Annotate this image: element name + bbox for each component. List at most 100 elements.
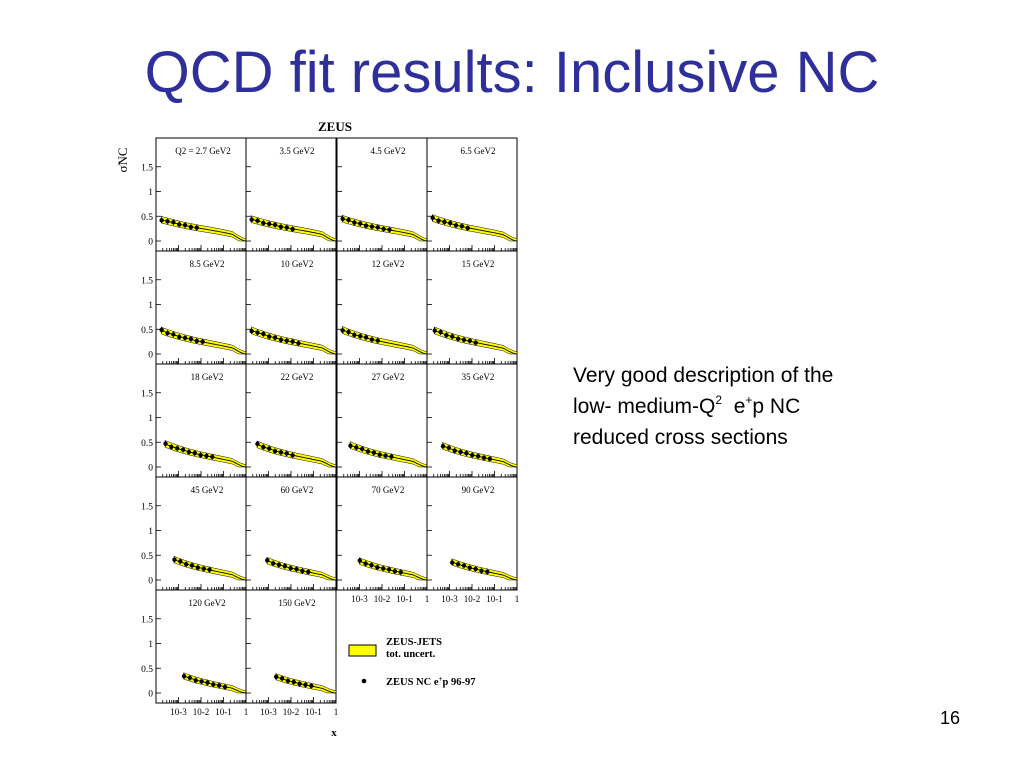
data-point xyxy=(255,330,260,335)
y-tick-label: 1 xyxy=(148,414,153,424)
note-line-2: low- medium-Q2 e+p NC xyxy=(573,393,801,418)
uncertainty-band xyxy=(164,440,247,468)
x-tick-label: 10-1 xyxy=(215,707,232,717)
side-note: Very good description of the low- medium… xyxy=(573,360,913,453)
data-point xyxy=(249,328,254,334)
data-point xyxy=(175,446,180,451)
data-point xyxy=(284,225,289,230)
data-point xyxy=(285,678,291,683)
data-point xyxy=(278,224,284,229)
data-point xyxy=(340,328,345,333)
data-point xyxy=(369,562,374,568)
y-tick-label: 0 xyxy=(148,238,153,248)
y-tick-label: 0.5 xyxy=(141,326,153,336)
data-point xyxy=(467,338,473,344)
data-point xyxy=(363,335,369,340)
uncertainty-band xyxy=(431,214,518,242)
y-tick-label: 1.5 xyxy=(141,276,153,286)
data-point xyxy=(200,339,205,344)
panel-label: Q2 = 2.7 GeV2 xyxy=(175,146,231,156)
data-point xyxy=(290,453,295,458)
data-point xyxy=(375,565,380,570)
data-point xyxy=(458,449,463,455)
panel-q2-90: 90 GeV2 xyxy=(426,476,518,591)
y-tick-label: 0 xyxy=(148,690,153,700)
panel-label: 45 GeV2 xyxy=(191,485,224,495)
panel-q2-2.7: 0 0.5 1 1.5 Q2 = 2.7 GeV2 xyxy=(141,137,247,252)
y-tick-label: 0.5 xyxy=(141,439,153,449)
legend-label-curve: ZEUS-JETS xyxy=(386,637,442,648)
data-point xyxy=(211,682,216,687)
y-tick-label: 1 xyxy=(148,188,153,198)
data-point xyxy=(359,446,365,452)
y-tick-label: 0.5 xyxy=(141,213,153,223)
data-point xyxy=(192,450,197,456)
data-point xyxy=(357,558,362,563)
uncertainty-band xyxy=(349,441,428,468)
data-point xyxy=(398,570,403,575)
data-point xyxy=(261,331,266,337)
data-point xyxy=(392,569,398,574)
data-point xyxy=(369,337,375,342)
panel-q2-60: 60 GeV2 xyxy=(245,476,337,591)
note-line-1: Very good description of the xyxy=(573,364,834,387)
data-point xyxy=(182,335,188,341)
data-point xyxy=(189,563,195,568)
data-point xyxy=(467,565,472,571)
legend: ZEUS-JETS tot. uncert. ZEUS NC e+p 96-97 xyxy=(348,637,475,688)
legend-label-band: tot. uncert. xyxy=(386,649,436,660)
data-point xyxy=(180,447,186,452)
data-point xyxy=(204,453,209,459)
panel-q2-6.5: 6.5 GeV2 xyxy=(426,137,518,252)
data-point xyxy=(380,566,386,571)
panel-q2-10: 10 GeV2 xyxy=(245,250,337,365)
data-point xyxy=(291,679,296,685)
x-tick-label: 10-1 xyxy=(486,594,503,604)
x-axis-label: x xyxy=(331,727,337,739)
data-point xyxy=(186,449,192,455)
data-point xyxy=(387,227,392,232)
x-tick-label: 1 xyxy=(244,707,249,717)
data-point xyxy=(386,567,392,572)
data-point xyxy=(473,340,478,345)
data-point xyxy=(278,337,284,343)
data-point xyxy=(363,561,368,566)
data-point xyxy=(365,449,371,454)
data-point xyxy=(188,224,194,230)
data-point xyxy=(348,443,353,448)
panel-label: 10 GeV2 xyxy=(281,259,314,269)
x-tick-label: 10-2 xyxy=(283,707,300,717)
data-point xyxy=(172,557,177,562)
data-point xyxy=(375,225,380,230)
panel-label: 4.5 GeV2 xyxy=(371,146,406,156)
panel-q2-18: 0 0.5 1 1.5 18 GeV2 xyxy=(141,363,247,478)
data-point xyxy=(296,341,301,346)
data-point xyxy=(266,446,272,451)
data-point xyxy=(346,329,351,335)
data-point xyxy=(216,683,222,688)
data-point xyxy=(481,455,487,461)
panel-label: 35 GeV2 xyxy=(462,372,495,382)
data-point xyxy=(485,569,490,574)
data-point xyxy=(222,684,228,690)
data-point xyxy=(255,218,260,223)
y-tick-label: 0 xyxy=(148,351,153,361)
data-point xyxy=(369,224,375,229)
data-point xyxy=(278,450,284,455)
data-point xyxy=(205,680,210,685)
data-point xyxy=(193,678,198,683)
panel-label: 8.5 GeV2 xyxy=(190,259,225,269)
data-point xyxy=(354,445,359,450)
panel-label: 27 GeV2 xyxy=(372,372,405,382)
panel-q2-120: 0 0.5 1 1.5 120 GeV2 xyxy=(141,589,247,704)
data-point xyxy=(270,561,276,566)
x-tick-label: 10-3 xyxy=(170,707,187,717)
panel-label: 150 GeV2 xyxy=(278,598,315,608)
y-tick-label: 1.5 xyxy=(141,163,153,173)
data-point xyxy=(282,563,288,569)
x-tick-label: 1 xyxy=(515,594,520,604)
x-tick-label: 10-2 xyxy=(374,594,391,604)
uncertainty-band xyxy=(341,326,428,355)
data-point xyxy=(182,223,188,228)
panel-q2-12: 12 GeV2 xyxy=(336,250,428,365)
